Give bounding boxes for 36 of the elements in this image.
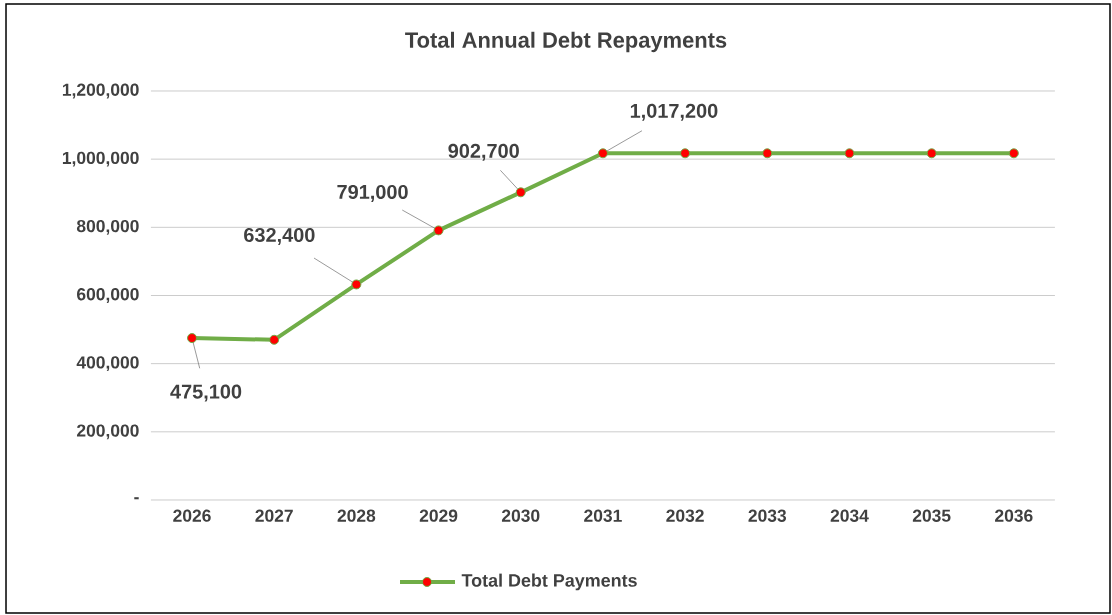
x-tick-label: 2034 — [830, 509, 869, 522]
data-label: 632,400 — [244, 227, 315, 245]
x-tick-label: 2032 — [666, 509, 704, 522]
data-label: 902,700 — [448, 143, 519, 161]
y-tick-label: 400,000 — [76, 356, 139, 372]
point — [597, 148, 608, 159]
data-label: 791,000 — [337, 184, 408, 202]
point — [433, 225, 444, 236]
data-label: 1,017,200 — [630, 103, 718, 121]
point — [1008, 148, 1019, 159]
y-tick-label: 1,000,000 — [62, 151, 139, 167]
point — [515, 187, 526, 198]
x-tick-label: 2027 — [255, 509, 293, 522]
point — [844, 148, 855, 159]
y-tick-label: 200,000 — [76, 424, 139, 440]
y-tick-label: 800,000 — [76, 219, 139, 235]
point — [351, 279, 362, 290]
x-tick-label: 2029 — [419, 509, 458, 522]
point — [680, 148, 691, 159]
x-tick-label: 2031 — [584, 509, 622, 522]
x-tick-label: 2026 — [173, 509, 211, 522]
point — [762, 148, 773, 159]
point — [187, 333, 198, 344]
point — [269, 334, 280, 345]
x-tick-label: 2028 — [337, 509, 376, 522]
data-label: 475,100 — [170, 384, 242, 402]
y-tick-label: 1,200,000 — [62, 83, 139, 99]
x-tick-label: 2030 — [501, 509, 540, 522]
x-tick-label: 2036 — [995, 509, 1033, 522]
legend-label: Total Debt Payments — [461, 573, 637, 591]
x-tick-label: 2035 — [912, 509, 951, 522]
chart-title: Total Annual Debt Repayments — [405, 31, 727, 53]
point — [926, 148, 937, 159]
x-tick-label: 2033 — [748, 509, 787, 522]
y-tick-label: 600,000 — [77, 288, 139, 303]
y-tick-label: - — [134, 497, 139, 500]
